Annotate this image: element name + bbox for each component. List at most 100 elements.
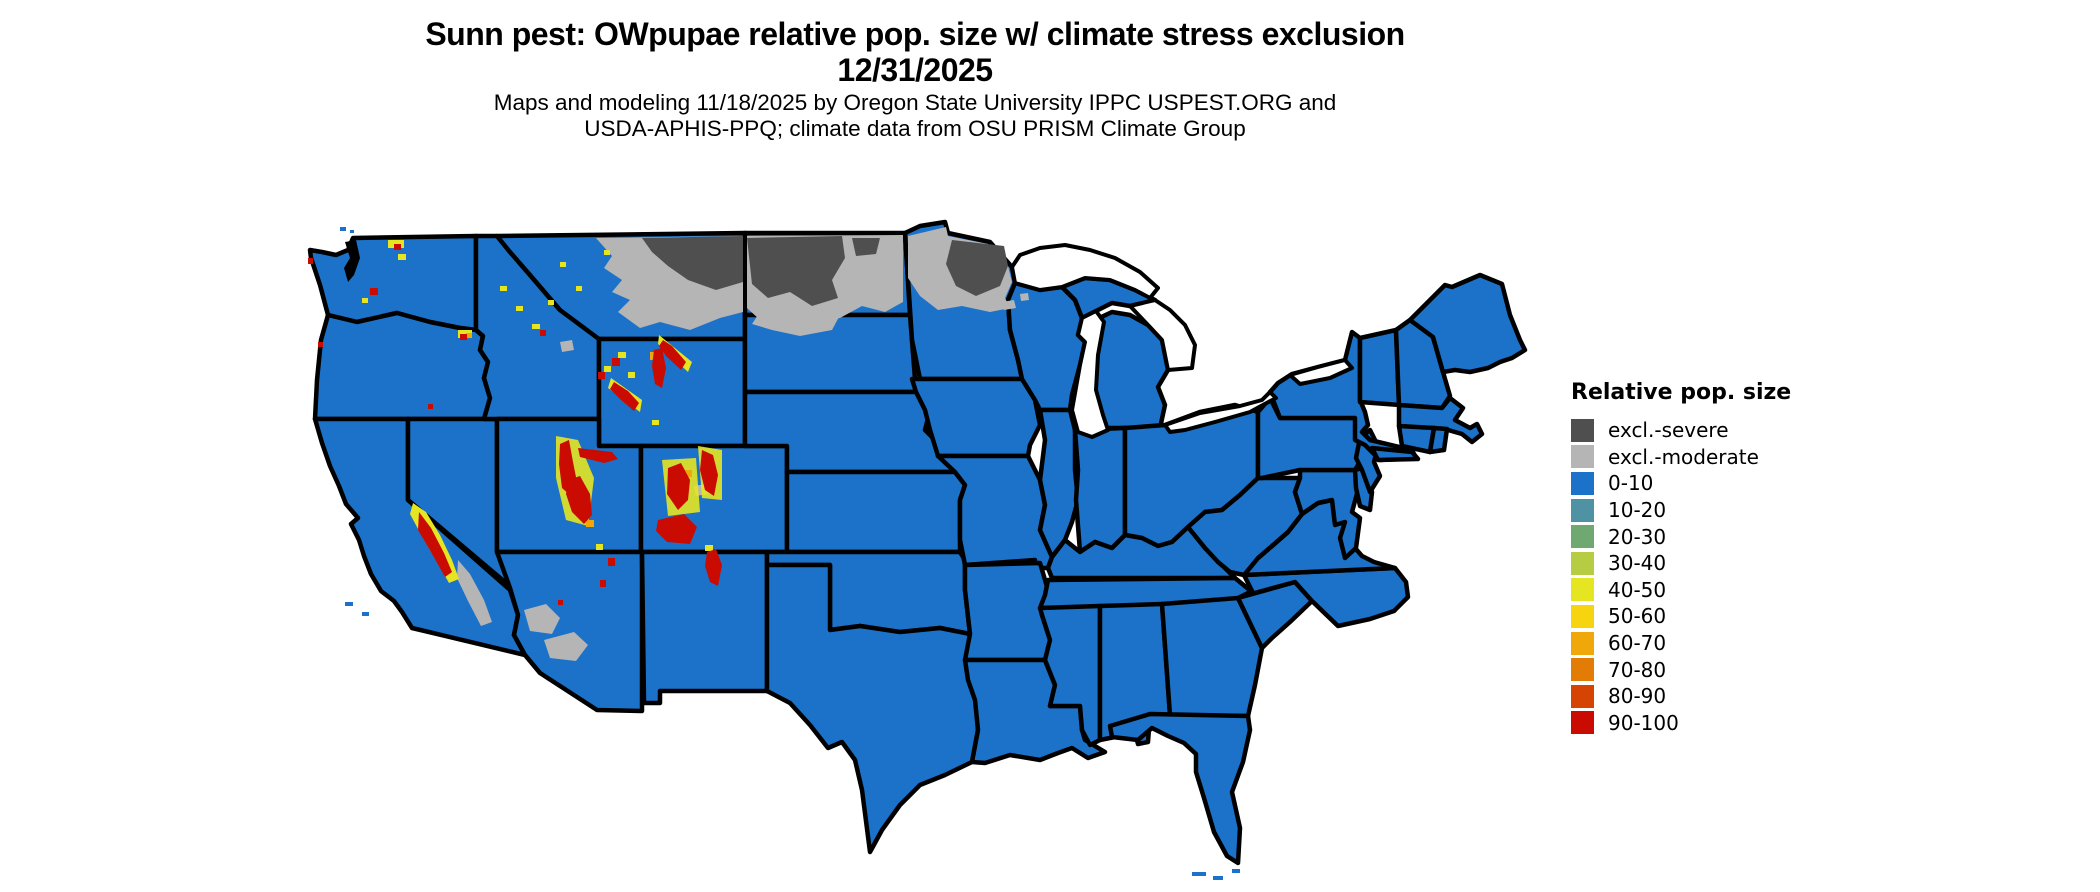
hotspot-speck [516, 306, 523, 311]
island [350, 230, 354, 233]
hotspot-speck [500, 286, 507, 291]
island [340, 227, 346, 231]
subtitle-line-2: USDA-APHIS-PPQ; climate data from OSU PR… [584, 116, 1246, 141]
legend-row: 80-90 [1571, 683, 1791, 710]
florida-keys [1213, 876, 1223, 880]
legend-swatch-40-50 [1571, 578, 1594, 602]
legend: Relative pop. size excl.-severe excl.-mo… [1571, 380, 1791, 736]
state-illinois [1037, 407, 1081, 560]
puget-sound [344, 240, 360, 282]
hotspot-speck [705, 545, 713, 551]
legend-label: 10-20 [1608, 498, 1667, 523]
legend-row: excl.-severe [1571, 417, 1791, 444]
legend-label: 90-100 [1608, 710, 1679, 735]
legend-row: 50-60 [1571, 603, 1791, 630]
excl-severe-minnesota [946, 240, 1008, 296]
legend-swatch-excl-severe [1571, 418, 1594, 442]
channel-island [345, 602, 353, 606]
channel-island [362, 612, 369, 616]
hotspot-speck [558, 600, 563, 605]
excl-severe-north-dakota-arm [852, 238, 880, 256]
legend-label: 40-50 [1608, 577, 1667, 602]
legend-swatch-excl-moderate [1571, 445, 1594, 469]
hotspot-speck [540, 330, 546, 336]
legend-swatch-30-40 [1571, 551, 1594, 575]
legend-label: 50-60 [1608, 604, 1667, 629]
hotspot-speck [560, 262, 566, 267]
hotspot-speck [308, 258, 313, 264]
legend-swatch-20-30 [1571, 525, 1594, 549]
excl-moderate-arizona-1 [524, 604, 560, 634]
legend-label: 0-10 [1608, 471, 1654, 496]
hotspot-bighorn [652, 348, 666, 388]
legend-swatch-0-10 [1571, 471, 1594, 495]
legend-swatch-60-70 [1571, 631, 1594, 655]
excl-moderate-owens-valley [457, 560, 492, 626]
excl-severe-north-dakota [747, 236, 845, 306]
hotspot-speck [548, 300, 554, 305]
state-layer [307, 219, 1528, 866]
legend-row: 60-70 [1571, 630, 1791, 657]
title-line-2: 12/31/2025 [837, 52, 993, 88]
subtitle: Maps and modeling 11/18/2025 by Oregon S… [0, 90, 1830, 142]
exclusion-severe-layer [642, 236, 1008, 306]
hotspot-speck [318, 342, 323, 347]
hotspot-speck [684, 470, 692, 477]
hotspot-speck [604, 366, 611, 372]
legend-row: 20-30 [1571, 523, 1791, 550]
state-maryland [1292, 467, 1363, 561]
hotspot-colorado-front-range [700, 450, 718, 496]
hotspot-speck [362, 298, 368, 303]
state-kansas [784, 469, 968, 555]
hotspot-speck [532, 324, 540, 329]
legend-swatch-90-100 [1571, 711, 1594, 735]
lake-superior [1010, 243, 1160, 300]
page-title: Sunn pest: OWpupae relative pop. size w/… [0, 16, 1830, 88]
long-island [1369, 445, 1421, 463]
state-new-mexico [639, 549, 770, 706]
excl-severe-montana [642, 236, 743, 290]
state-texas [764, 562, 981, 855]
florida-keys [1232, 869, 1240, 873]
title-line-1: Sunn pest: OWpupae relative pop. size w/… [425, 16, 1405, 52]
hotspot-speck [598, 372, 605, 379]
legend-label: 70-80 [1608, 657, 1667, 682]
legend-swatch-70-80 [1571, 658, 1594, 682]
hotspot-san-juan [656, 514, 697, 544]
legend-title: Relative pop. size [1571, 380, 1792, 405]
hotspot-wasatch-plateau [566, 476, 592, 524]
legend-swatch-80-90 [1571, 684, 1594, 708]
hotspot-uinta [578, 448, 618, 463]
hotspot-red-layer [308, 244, 722, 605]
legend-row: 10-20 [1571, 497, 1791, 524]
legend-swatch-10-20 [1571, 498, 1594, 522]
lake-michigan [1070, 309, 1110, 439]
legend-label: 80-90 [1608, 684, 1667, 709]
hotspot-speck [586, 520, 594, 527]
great-lakes-layer [1010, 243, 1354, 439]
state-north-carolina [1237, 565, 1411, 629]
legend-swatch-50-60 [1571, 604, 1594, 628]
legend-row: 30-40 [1571, 550, 1791, 577]
legend-row: excl.-moderate [1571, 444, 1791, 471]
lake-erie [1163, 390, 1278, 434]
hotspot-speck [596, 544, 603, 550]
florida-keys [1192, 872, 1206, 876]
legend-label: excl.-severe [1608, 418, 1729, 443]
hotspot-speck [394, 244, 401, 250]
excl-moderate-idaho-spot [560, 340, 574, 352]
legend-row: 90-100 [1571, 710, 1791, 737]
islands [340, 227, 1240, 880]
hotspot-speck [618, 352, 626, 358]
state-vermont [1357, 327, 1402, 408]
state-indiana [1072, 425, 1128, 555]
hotspot-speck [370, 288, 378, 295]
hotspot-speck [604, 250, 610, 255]
hotspot-wind-river [610, 382, 639, 411]
state-rhode-island [1427, 425, 1450, 455]
state-florida [1107, 711, 1253, 866]
excl-moderate-arizona-2 [544, 632, 588, 661]
legend-label: excl.-moderate [1608, 444, 1759, 469]
excl-moderate-wisconsin-spots [1002, 293, 1029, 310]
